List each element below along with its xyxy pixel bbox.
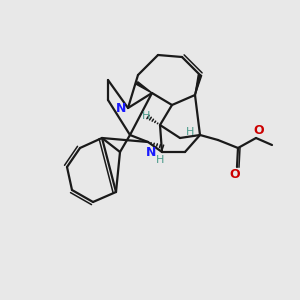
Polygon shape (195, 75, 202, 95)
Text: H: H (186, 127, 194, 137)
Text: O: O (230, 167, 240, 181)
Text: N: N (116, 101, 126, 115)
Text: N: N (146, 146, 156, 158)
Text: H: H (156, 155, 164, 165)
Text: O: O (254, 124, 264, 137)
Polygon shape (136, 82, 152, 93)
Text: H: H (142, 111, 150, 121)
